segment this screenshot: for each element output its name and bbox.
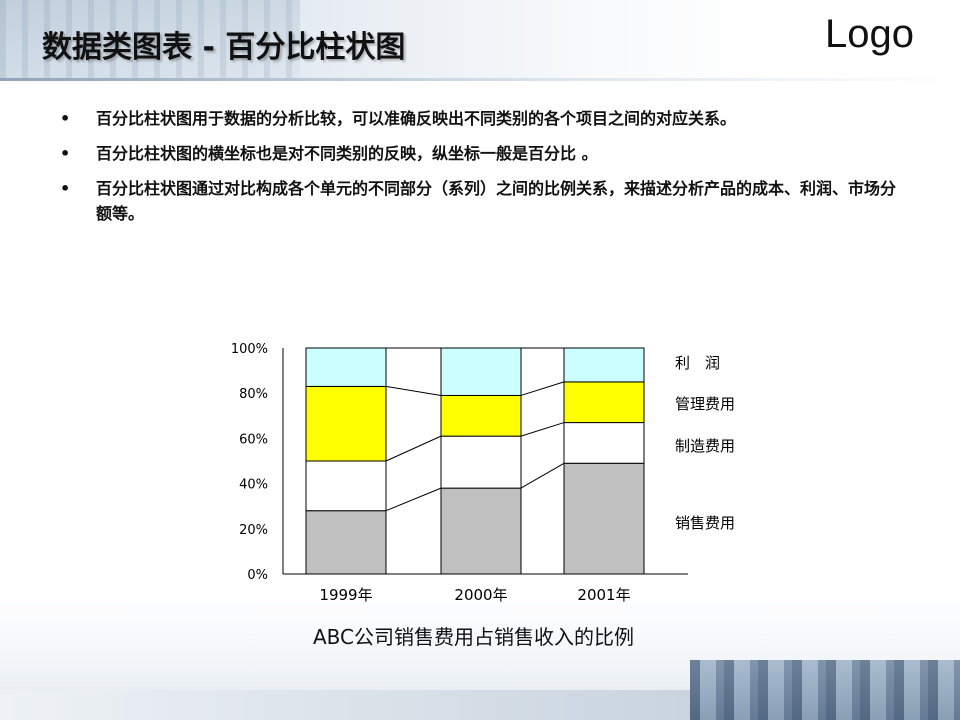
- bar-segment: [305, 460, 387, 512]
- bullet-text: 百分比柱状图用于数据的分析比较，可以准确反映出不同类别的各个项目之间的对应关系。: [96, 109, 737, 128]
- x-tick-label: 1999年: [319, 586, 372, 604]
- legend-label: 制造费用: [675, 437, 735, 455]
- legend-label: 销售费用: [675, 514, 735, 532]
- legend-label: 管理费用: [675, 395, 735, 413]
- x-tick-label: 2001年: [577, 586, 630, 604]
- y-tick-label: 80%: [239, 387, 268, 402]
- y-tick-label: 40%: [239, 478, 268, 493]
- header-divider: [0, 78, 960, 81]
- bar-segment: [440, 435, 522, 489]
- bullet-item: • 百分比柱状图通过对比构成各个单元的不同部分（系列）之间的比例关系，来描述分析…: [60, 176, 910, 226]
- bullet-icon: •: [60, 144, 71, 163]
- y-tick-label: 20%: [239, 523, 268, 538]
- legend-label: 利 润: [675, 354, 720, 372]
- bar-segment: [305, 347, 387, 387]
- bar-segment: [440, 347, 522, 396]
- bar-segment: [440, 487, 522, 575]
- series-connector-line: [520, 422, 565, 437]
- bullet-item: • 百分比柱状图用于数据的分析比较，可以准确反映出不同类别的各个项目之间的对应关…: [60, 106, 910, 131]
- x-tick-label: 2000年: [454, 586, 507, 604]
- bullet-icon: •: [60, 179, 71, 198]
- bar-segment: [563, 347, 645, 383]
- bullet-list: • 百分比柱状图用于数据的分析比较，可以准确反映出不同类别的各个项目之间的对应关…: [60, 106, 910, 236]
- series-connector-line: [520, 381, 565, 396]
- series-connector-line: [385, 487, 442, 512]
- bottom-photo: [690, 660, 960, 720]
- bar-segment: [563, 381, 645, 424]
- bullet-text: 百分比柱状图通过对比构成各个单元的不同部分（系列）之间的比例关系，来描述分析产品…: [96, 179, 897, 223]
- y-tick-label: 100%: [231, 342, 268, 357]
- bottom-strip: [0, 690, 690, 720]
- bullet-item: • 百分比柱状图的横坐标也是对不同类别的反映，纵坐标一般是百分比 。: [60, 141, 910, 166]
- y-tick-label: 0%: [247, 568, 268, 583]
- page-title: 数据类图表 - 百分比柱状图: [42, 30, 406, 65]
- bullet-text: 百分比柱状图的横坐标也是对不同类别的反映，纵坐标一般是百分比 。: [96, 144, 598, 163]
- header-photo: [0, 0, 300, 78]
- chart-caption: ABC公司销售费用占销售收入的比例: [313, 625, 635, 649]
- bullet-icon: •: [60, 109, 71, 128]
- series-connector-line: [385, 385, 442, 396]
- y-tick-label: 60%: [239, 432, 268, 447]
- bar-segment: [563, 462, 645, 575]
- series-connector-line: [385, 435, 442, 462]
- bar-segment: [305, 510, 387, 575]
- bar-segment: [305, 385, 387, 462]
- bar-segment: [563, 422, 645, 464]
- series-connector-line: [520, 462, 565, 489]
- bar-segment: [440, 394, 522, 437]
- logo: Logo: [825, 12, 914, 56]
